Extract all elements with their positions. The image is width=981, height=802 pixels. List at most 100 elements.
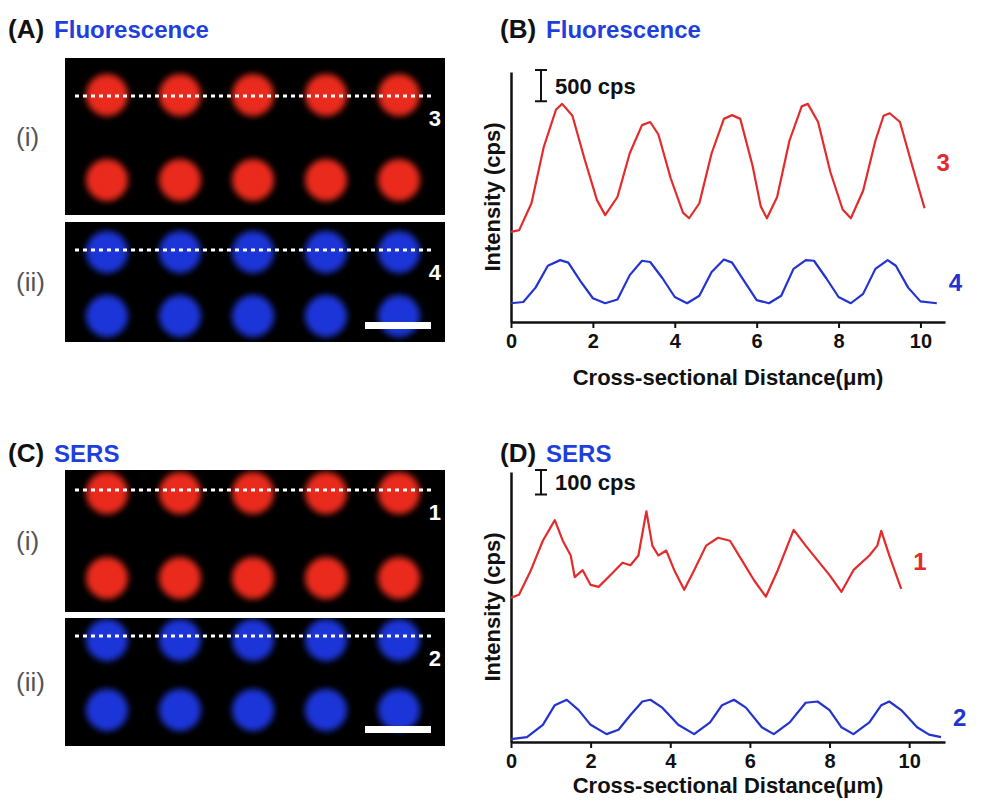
profile-line (75, 95, 431, 98)
scale-bar (535, 470, 547, 495)
spot (378, 159, 420, 201)
axis-line (510, 473, 513, 743)
image-background (65, 58, 445, 215)
tick-label: 4 (670, 330, 682, 352)
spot (159, 231, 201, 273)
image-background (65, 618, 445, 746)
row-label: (ii) (16, 667, 45, 697)
spot (378, 231, 420, 273)
spot (86, 689, 128, 731)
spot (305, 557, 347, 599)
tick-mark (590, 742, 592, 748)
profile-label: 3 (429, 106, 441, 131)
axis-line (512, 741, 946, 744)
spot (232, 472, 274, 514)
spot (86, 557, 128, 599)
x-axis: 0246810 (506, 322, 946, 352)
image-panel: 1 (i) (16, 470, 445, 612)
panel-title: SERS (54, 440, 119, 467)
x-tick: 6 (752, 322, 763, 352)
chart: (B)Fluorescence0246810Cross-sectional Di… (480, 14, 963, 390)
series-label: 4 (949, 269, 963, 296)
spots (86, 231, 420, 337)
panel-letter: (C) (8, 438, 44, 468)
tick-label: 6 (745, 750, 756, 772)
tick-label: 6 (752, 330, 763, 352)
profile-line (511, 511, 901, 597)
spot (378, 619, 420, 661)
tick-label: 0 (506, 750, 517, 772)
x-axis-title: Cross-sectional Distance(μm) (573, 365, 884, 390)
tick-label: 4 (665, 750, 677, 772)
tick-mark (829, 742, 831, 748)
tick-mark (909, 742, 911, 748)
image-panel: 4(ii) (16, 222, 445, 342)
x-tick: 4 (665, 742, 677, 772)
profile-label: 2 (429, 646, 441, 671)
x-axis-title: Cross-sectional Distance(μm) (573, 773, 884, 798)
series-labels: 34 (937, 149, 963, 296)
tick-label: 8 (824, 750, 835, 772)
spot (378, 295, 420, 337)
y-axis (511, 73, 512, 323)
image-scale-bar (365, 322, 431, 329)
x-tick: 0 (506, 322, 517, 352)
spot (305, 295, 347, 337)
image-panel: 3 (i) (16, 58, 445, 215)
spot (378, 472, 420, 514)
profile-label: 1 (429, 500, 441, 525)
spot (232, 159, 274, 201)
panel-title: SERS (546, 440, 611, 467)
spot (159, 159, 201, 201)
image-background (65, 470, 445, 612)
spot (86, 619, 128, 661)
spot (232, 619, 274, 661)
y-axis (511, 473, 512, 743)
panel-letter: (D) (500, 438, 536, 468)
scale-bar-label: 500 cps (555, 74, 636, 99)
tick-mark (592, 322, 594, 328)
spot (159, 557, 201, 599)
plot-area (511, 104, 937, 303)
x-tick: 0 (506, 742, 517, 772)
row-label: (i) (16, 526, 39, 556)
profile-line (511, 260, 937, 304)
profile-line (75, 489, 431, 492)
panel-letter: (A) (8, 14, 44, 44)
tick-label: 8 (833, 330, 844, 352)
spot (86, 159, 128, 201)
x-tick: 6 (745, 742, 756, 772)
x-axis: 0246810 (506, 742, 946, 772)
panel-title: Fluorescence (54, 16, 209, 43)
x-tick: 8 (824, 742, 835, 772)
profile-line (511, 700, 941, 739)
panel-title: Fluorescence (546, 16, 701, 43)
x-tick: 2 (586, 742, 597, 772)
tick-mark (511, 742, 513, 748)
spot (232, 295, 274, 337)
tick-mark (511, 322, 513, 328)
image-scale-bar (365, 726, 431, 733)
tick-mark (670, 742, 672, 748)
profile-label: 4 (429, 260, 442, 285)
spot (159, 472, 201, 514)
spot (378, 557, 420, 599)
tick-label: 2 (588, 330, 599, 352)
series-labels: 12 (913, 548, 966, 731)
spot (159, 689, 201, 731)
spot (159, 295, 201, 337)
x-tick: 2 (588, 322, 599, 352)
chart: (D)SERS0246810Cross-sectional Distance(μ… (480, 438, 966, 798)
x-tick: 4 (670, 322, 682, 352)
x-tick: 8 (833, 322, 844, 352)
tick-label: 0 (506, 330, 517, 352)
tick-mark (838, 322, 840, 328)
tick-mark (674, 322, 676, 328)
row-label: (i) (16, 122, 39, 152)
spot (305, 472, 347, 514)
axis-line (512, 321, 946, 324)
spots (86, 74, 420, 201)
series-label: 2 (953, 704, 966, 731)
spot (232, 557, 274, 599)
spot (86, 472, 128, 514)
